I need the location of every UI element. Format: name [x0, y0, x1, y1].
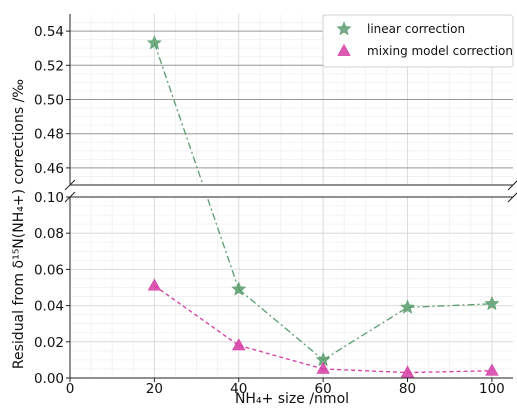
- x-tick-label: 20: [146, 381, 163, 397]
- series-line-segment: [238, 344, 324, 370]
- y-tick-label: 0.52: [34, 58, 64, 74]
- y-tick-label: 0.06: [34, 262, 64, 278]
- data-point: [232, 338, 246, 351]
- data-point: [147, 278, 162, 291]
- axis-break-mark: [507, 180, 517, 191]
- y-tick-label: 0.50: [34, 93, 64, 109]
- lower-panel-grid: [70, 196, 513, 378]
- data-point: [484, 296, 500, 311]
- x-axis-label: NH₄+ size /nmol: [235, 391, 349, 407]
- series-line-segment: [407, 370, 492, 374]
- series-linear-correction: [146, 35, 500, 367]
- y-tick-label: 0.02: [34, 335, 64, 351]
- axis-break-mark: [507, 192, 517, 203]
- series-line-segment: [322, 306, 408, 361]
- axis-break-mark: [64, 179, 76, 191]
- y-tick-label: 0.10: [34, 190, 64, 206]
- legend-frame: [322, 14, 514, 68]
- legend-marker-mixing-model-correction: [337, 43, 351, 56]
- x-tick-label: 80: [399, 381, 416, 397]
- y-tick-label: 0.08: [34, 226, 64, 242]
- legend: linear correction mixing model correctio…: [322, 14, 514, 68]
- data-point: [316, 361, 330, 374]
- tick-labels: 0.46 0.48 0.50 0.52 0.54 0.00 0.02 0.04 0.06 0.08…: [34, 24, 505, 397]
- legend-label-mixing-model-correction: mixing model correction: [367, 44, 513, 58]
- data-point: [400, 299, 415, 314]
- y-axis-label: Residual from δ¹⁵N(NH₄+) corrections /‰: [11, 79, 27, 369]
- y-tick-label: 0.48: [34, 127, 64, 143]
- series-mixing-model-correction: [147, 278, 499, 378]
- y-tick-label: 0.00: [34, 371, 64, 387]
- data-point: [231, 281, 247, 296]
- y-tick-label: 0.04: [34, 299, 64, 315]
- data-point: [146, 35, 162, 50]
- legend-marker-shape: [336, 21, 352, 36]
- series-line-segment: [407, 303, 492, 309]
- series-line-segment: [323, 368, 408, 374]
- y-tick-label: 0.54: [34, 24, 64, 40]
- series-layer: [146, 35, 500, 378]
- x-tick-label: 100: [479, 381, 505, 397]
- legend-marker-shape: [337, 43, 351, 56]
- data-point: [400, 365, 415, 378]
- axes: [64, 14, 517, 379]
- data-point: [485, 363, 499, 376]
- y-tick-label: 0.46: [34, 161, 64, 177]
- x-tick-label: 0: [66, 381, 75, 397]
- legend-label-linear-correction: linear correction: [367, 22, 465, 36]
- series-line-segment: [238, 288, 324, 361]
- series-line-group: [153, 42, 492, 361]
- x-tick-label: 60: [315, 381, 332, 397]
- series-line-group: [154, 285, 492, 374]
- legend-marker-linear-correction: [336, 21, 352, 36]
- x-tick-label: 40: [230, 381, 247, 397]
- series-line-segment: [153, 42, 240, 290]
- series-line-segment: [154, 285, 240, 346]
